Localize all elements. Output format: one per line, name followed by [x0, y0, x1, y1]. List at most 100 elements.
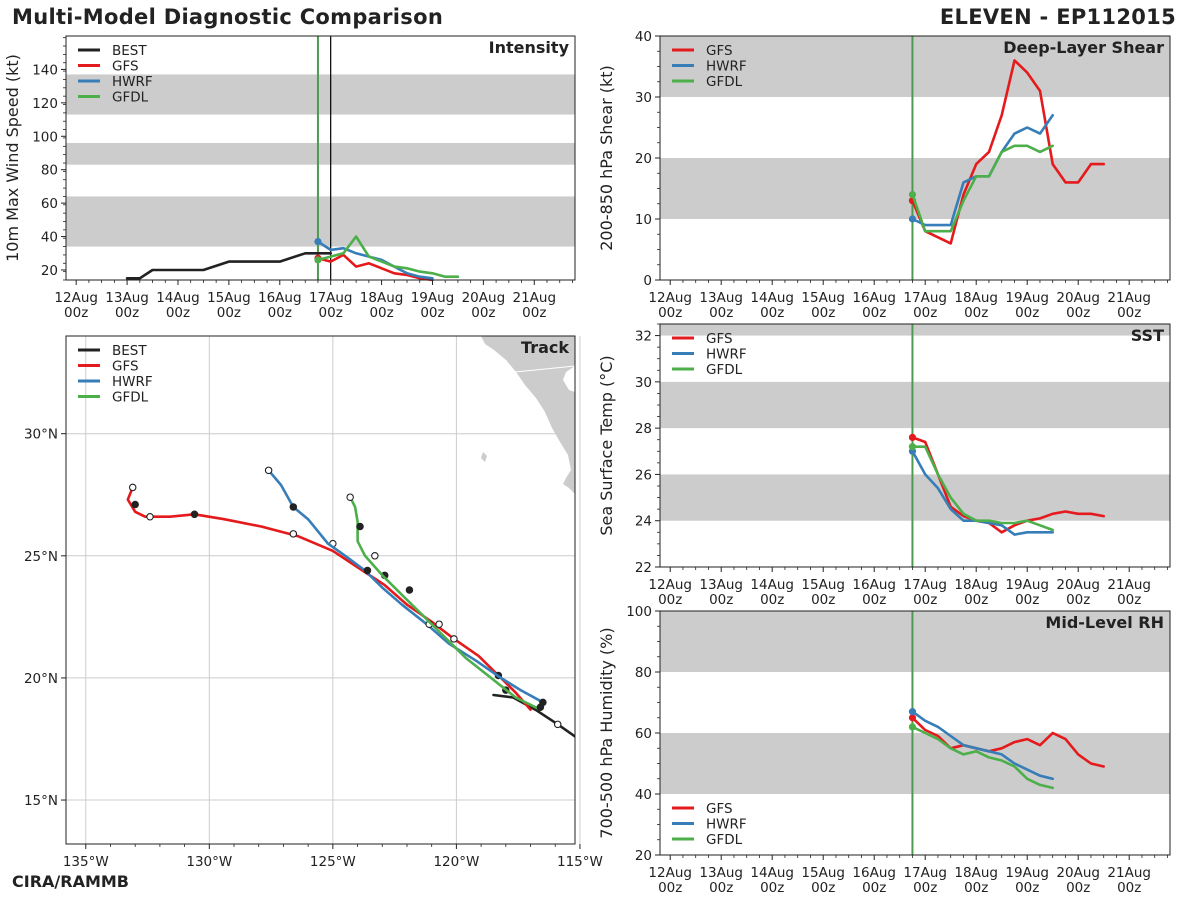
xtick-label-4-1: 00z — [862, 305, 886, 321]
series-line-gfdl — [911, 725, 1054, 790]
xtick-label-5-1: 00z — [319, 305, 343, 321]
y-axis-label: Sea Surface Temp (°C) — [597, 355, 616, 535]
sst-panel: 22242628303212Aug00z13Aug00z14Aug00z15Au… — [597, 323, 1171, 608]
xtick-label-0-1: 00z — [658, 305, 682, 321]
ytick-label-4: 100 — [32, 129, 58, 145]
xtick-label-0-1: 00z — [658, 880, 682, 896]
ytick-label-1: 24 — [635, 514, 652, 530]
xtick-label-2-1: 00z — [760, 592, 784, 608]
ytick-label-1: 20°N — [24, 671, 58, 687]
legend-label-gfs: GFS — [706, 801, 733, 817]
xtick-label-7-0: 19Aug — [1005, 577, 1049, 593]
xtick-label-7-0: 19Aug — [1005, 290, 1049, 306]
xtick-label-2-0: 14Aug — [750, 865, 794, 881]
legend-label-gfs: GFS — [706, 43, 733, 59]
legend-label-gfdl: GFDL — [706, 74, 743, 90]
ytick-label-1: 10 — [635, 212, 652, 228]
footer-credit: CIRA/RAMMB — [12, 872, 129, 891]
xtick-label-5-0: 17Aug — [309, 290, 353, 306]
xtick-label-1-1: 00z — [115, 305, 139, 321]
legend-label-hwrf: HWRF — [112, 74, 153, 90]
ytick-label-2: 60 — [635, 726, 652, 742]
track-marker-gfs-5 — [190, 510, 199, 519]
ytick-label-2: 20 — [635, 151, 652, 167]
series-line-hwrf — [911, 710, 1054, 781]
xtick-label-4-1: 00z — [862, 592, 886, 608]
track-marker-gfdl-0 — [536, 703, 545, 711]
ytick-label-2: 25°N — [24, 549, 58, 565]
ytick-label-1: 40 — [41, 230, 58, 246]
xtick-label-6-0: 18Aug — [954, 290, 998, 306]
panel-title: Mid-Level RH — [1045, 613, 1164, 632]
series-start-hwrf — [908, 708, 917, 716]
xtick-label-2-1: 00z — [760, 880, 784, 896]
xtick-label-5-1: 00z — [913, 880, 937, 896]
xtick-label-6-1: 00z — [964, 880, 988, 896]
track-marker-gfs-4 — [289, 530, 298, 538]
xtick-label-2-1: 00z — [166, 305, 190, 321]
xtick-label-9-1: 00z — [1117, 305, 1141, 321]
band-1 — [660, 611, 1170, 672]
series-start-hwrf — [314, 237, 322, 246]
ytick-label-2: 60 — [41, 196, 58, 212]
xtick-label-0-0: 12Aug — [648, 290, 692, 306]
ytick-label-4: 30 — [635, 375, 652, 391]
series-start-gfdl — [908, 443, 917, 451]
xtick-label-8-0: 20Aug — [462, 290, 506, 306]
track-marker-hwrf-3 — [363, 566, 372, 575]
legend-label-hwrf: HWRF — [112, 374, 153, 390]
ytick-label-6: 140 — [32, 62, 58, 78]
series-line-best — [492, 693, 575, 738]
series-line-gfs — [316, 253, 434, 282]
xtick-label-9-0: 21Aug — [1107, 865, 1151, 881]
track-marker-hwrf-5 — [264, 466, 273, 475]
rh-panel: 2040608010012Aug00z13Aug00z14Aug00z15Aug… — [597, 604, 1171, 896]
band-2 — [660, 324, 1170, 336]
xtick-label-6-0: 18Aug — [360, 290, 404, 306]
xtick-label-1-0: 13Aug — [699, 290, 743, 306]
xtick-label-2-0: 14Aug — [750, 577, 794, 593]
track-marker-gfdl-5 — [346, 493, 354, 501]
xtick-label-3-1: 00z — [217, 305, 241, 321]
xtick-label-9-0: 21Aug — [513, 290, 557, 306]
xtick-label-4-1: 00z — [862, 880, 886, 896]
ytick-label-3: 30°N — [24, 427, 58, 443]
xtick-label-8-1: 00z — [471, 305, 495, 321]
xtick-label-0-1: 00z — [658, 592, 682, 608]
xtick-label-6-1: 00z — [369, 305, 393, 321]
track-marker-gfdl-1 — [435, 620, 443, 628]
xtick-label-2-0: 14Aug — [156, 290, 200, 306]
ytick-label-2: 26 — [635, 467, 652, 483]
xtick-label-3-1: 00z — [811, 305, 835, 321]
xtick-label-8-1: 00z — [1066, 305, 1090, 321]
band-0 — [660, 733, 1170, 794]
xtick-label-3-0: 120°W — [433, 854, 479, 870]
track-panel: 15°N 20°N 25°N 30°N 135°W 130°W 125°W 120°W 115°… — [24, 335, 603, 870]
land-mass — [481, 336, 575, 494]
panel-title: Track — [521, 338, 569, 357]
ytick-label-5: 32 — [635, 329, 652, 345]
legend-label-hwrf: HWRF — [706, 59, 747, 75]
intensity-panel: 2040608010012014012Aug00z13Aug00z14Aug00… — [3, 35, 576, 321]
track-marker-gfs-7 — [131, 500, 139, 509]
xtick-label-2-1: 00z — [760, 305, 784, 321]
track-marker-gfdl-3 — [371, 552, 379, 560]
series-start-gfs — [908, 714, 917, 722]
xtick-label-4-0: 16Aug — [852, 865, 896, 881]
ytick-label-0: 20 — [635, 848, 652, 864]
legend-label-gfs: GFS — [706, 331, 733, 347]
legend-label-hwrf: HWRF — [706, 347, 747, 363]
ytick-label-3: 28 — [635, 421, 652, 437]
xtick-label-7-1: 00z — [1015, 305, 1039, 321]
series-start-hwrf — [908, 215, 917, 223]
xtick-label-0-1: 00z — [64, 305, 88, 321]
xtick-label-1-0: 13Aug — [699, 865, 743, 881]
xtick-label-7-1: 00z — [1015, 592, 1039, 608]
ytick-label-0: 22 — [635, 560, 652, 576]
track-marker-best-0 — [553, 720, 562, 729]
xtick-label-4-0: 115°W — [557, 854, 603, 870]
series-line-best — [125, 252, 333, 280]
legend-label-gfs: GFS — [112, 59, 139, 75]
xtick-label-7-1: 00z — [1015, 880, 1039, 896]
